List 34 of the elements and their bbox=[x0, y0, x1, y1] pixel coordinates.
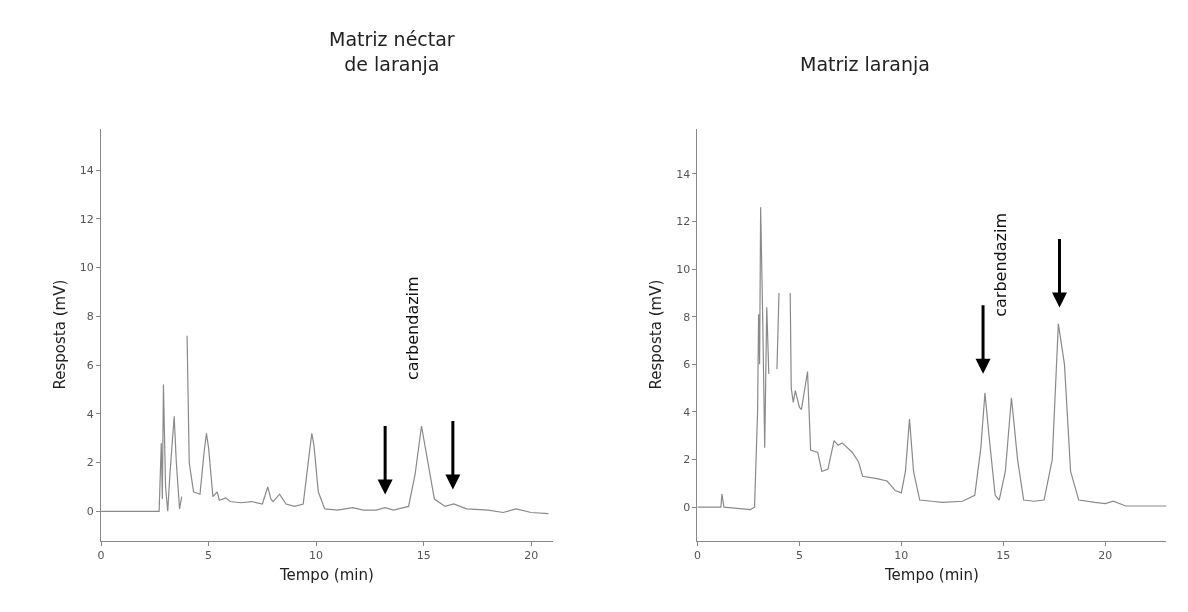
x-tick-label: 20 bbox=[524, 548, 539, 562]
y-tick-label: 6 bbox=[683, 358, 691, 372]
x-tick-label: 20 bbox=[1098, 548, 1113, 562]
x-tick-label: 5 bbox=[205, 548, 213, 562]
x-tick-label: 5 bbox=[795, 548, 803, 562]
x-tick-label: 10 bbox=[309, 548, 324, 562]
annotation: carbendazim bbox=[403, 276, 423, 381]
chart-title: Matriz laranja bbox=[800, 53, 930, 75]
y-tick-label: 0 bbox=[86, 505, 94, 519]
y-tick-label: 10 bbox=[676, 262, 691, 276]
y-axis-title: Resposta (mV) bbox=[647, 279, 666, 390]
y-tick-label: 12 bbox=[676, 215, 691, 229]
y-tick-label: 6 bbox=[86, 358, 94, 372]
y-tick-label: 8 bbox=[86, 310, 94, 324]
chart-title: Matriz néctar de laranja bbox=[329, 28, 455, 75]
x-axis-title: Tempo (min) bbox=[883, 565, 979, 584]
y-tick-label: 12 bbox=[79, 212, 94, 226]
y-tick-label: 4 bbox=[683, 405, 691, 419]
y-tick-label: 2 bbox=[86, 456, 94, 470]
y-tick-label: 14 bbox=[79, 163, 94, 177]
x-tick-label: 15 bbox=[996, 548, 1011, 562]
y-tick-label: 0 bbox=[683, 501, 691, 515]
y-tick-label: 2 bbox=[683, 453, 691, 467]
x-axis-title: Tempo (min) bbox=[278, 565, 374, 584]
y-tick-label: 8 bbox=[683, 310, 691, 324]
annotation: carbendazim bbox=[990, 213, 1010, 317]
y-axis-title: Resposta (mV) bbox=[51, 279, 70, 390]
x-tick-label: 0 bbox=[97, 548, 105, 562]
y-tick-label: 10 bbox=[79, 261, 94, 275]
x-tick-label: 15 bbox=[416, 548, 431, 562]
x-tick-label: 10 bbox=[894, 548, 909, 562]
y-tick-label: 4 bbox=[86, 407, 94, 421]
y-tick-label: 14 bbox=[676, 167, 691, 181]
x-tick-label: 0 bbox=[693, 548, 701, 562]
